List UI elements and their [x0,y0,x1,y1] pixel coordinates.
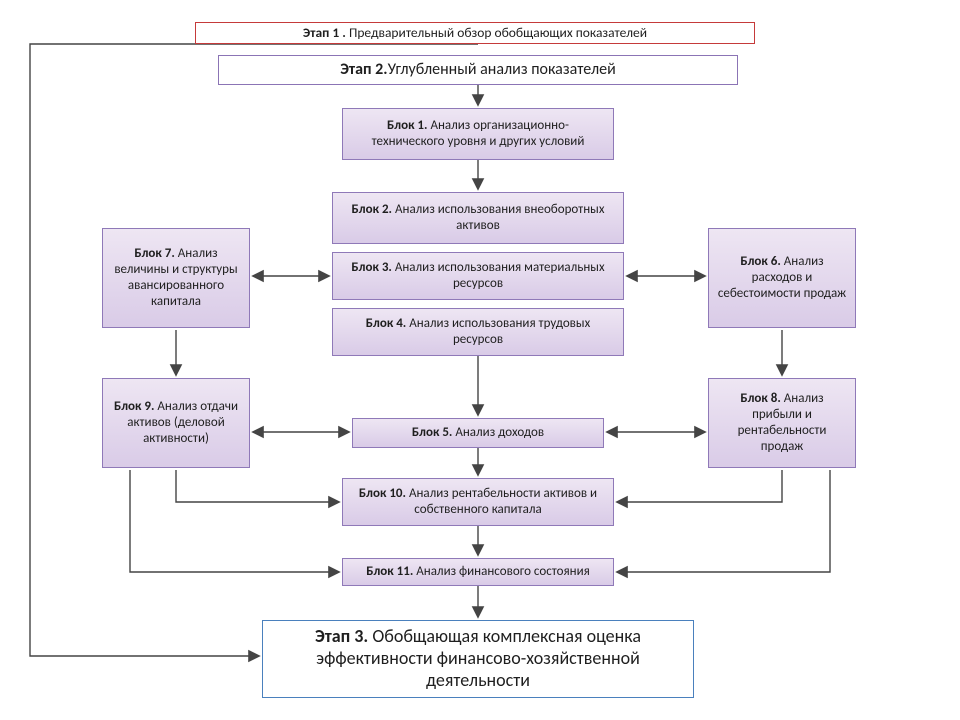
node-b2: Блок 2. Анализ использования внеоборотны… [332,192,624,244]
node-stage1-bold: Этап 1 . [303,24,346,41]
node-b8-bold: Блок 8. [740,391,780,406]
node-b5: Блок 5. Анализ доходов [352,418,604,448]
node-b7-text: Анализ величины и структуры авансированн… [114,246,237,309]
node-stage1-text: Предварительный обзор обобщающих показат… [346,24,647,41]
node-b8: Блок 8. Анализ прибыли и рентабельности … [708,378,856,468]
node-b5-text: Анализ доходов [452,425,544,440]
node-b3: Блок 3. Анализ использования материальны… [332,252,624,300]
node-stage2-text: Углубленный анализ показателей [388,60,616,79]
node-b9-bold: Блок 9. [114,399,154,414]
node-b6: Блок 6. Анализ расходов и себестоимости … [708,228,856,328]
node-b7-bold: Блок 7. [134,246,174,261]
node-b7: Блок 7. Анализ величины и структуры аван… [102,228,250,328]
node-b11: Блок 11. Анализ финансового состояния [342,558,614,586]
node-b6-text: Анализ расходов и себестоимости продаж [718,254,846,301]
node-b5-bold: Блок 5. [412,425,452,440]
node-stage3-bold: Этап 3. [315,625,368,647]
node-b10: Блок 10. Анализ рентабельности активов и… [342,478,614,526]
node-b6-bold: Блок 6. [740,254,780,269]
node-stage3: Этап 3. Обобщающая комплексная оценка эф… [262,620,694,698]
node-b2-bold: Блок 2. [352,202,392,217]
node-b9: Блок 9. Анализ отдачи активов (деловой а… [102,378,250,468]
node-b4-text: Анализ использования трудовых ресурсов [406,316,590,347]
node-b3-text: Анализ использования материальных ресурс… [392,260,605,291]
node-stage2-bold: Этап 2. [340,60,387,79]
node-b10-text: Анализ рентабельности активов и собствен… [406,486,597,517]
node-b1: Блок 1. Анализ организационно-техническо… [342,108,614,160]
node-b4-bold: Блок 4. [366,316,406,331]
node-b11-bold: Блок 11. [366,564,413,579]
node-b4: Блок 4. Анализ использования трудовых ре… [332,308,624,356]
node-stage2: Этап 2.Углубленный анализ показателей [218,55,738,85]
node-stage1: Этап 1 . Предварительный обзор обобщающи… [195,22,755,44]
node-b3-bold: Блок 3. [351,260,391,275]
node-b11-text: Анализ финансового состояния [413,564,589,579]
node-b2-text: Анализ использования внеоборотных активо… [392,202,604,233]
node-b1-bold: Блок 1. [387,118,427,133]
node-b10-bold: Блок 10. [359,486,406,501]
